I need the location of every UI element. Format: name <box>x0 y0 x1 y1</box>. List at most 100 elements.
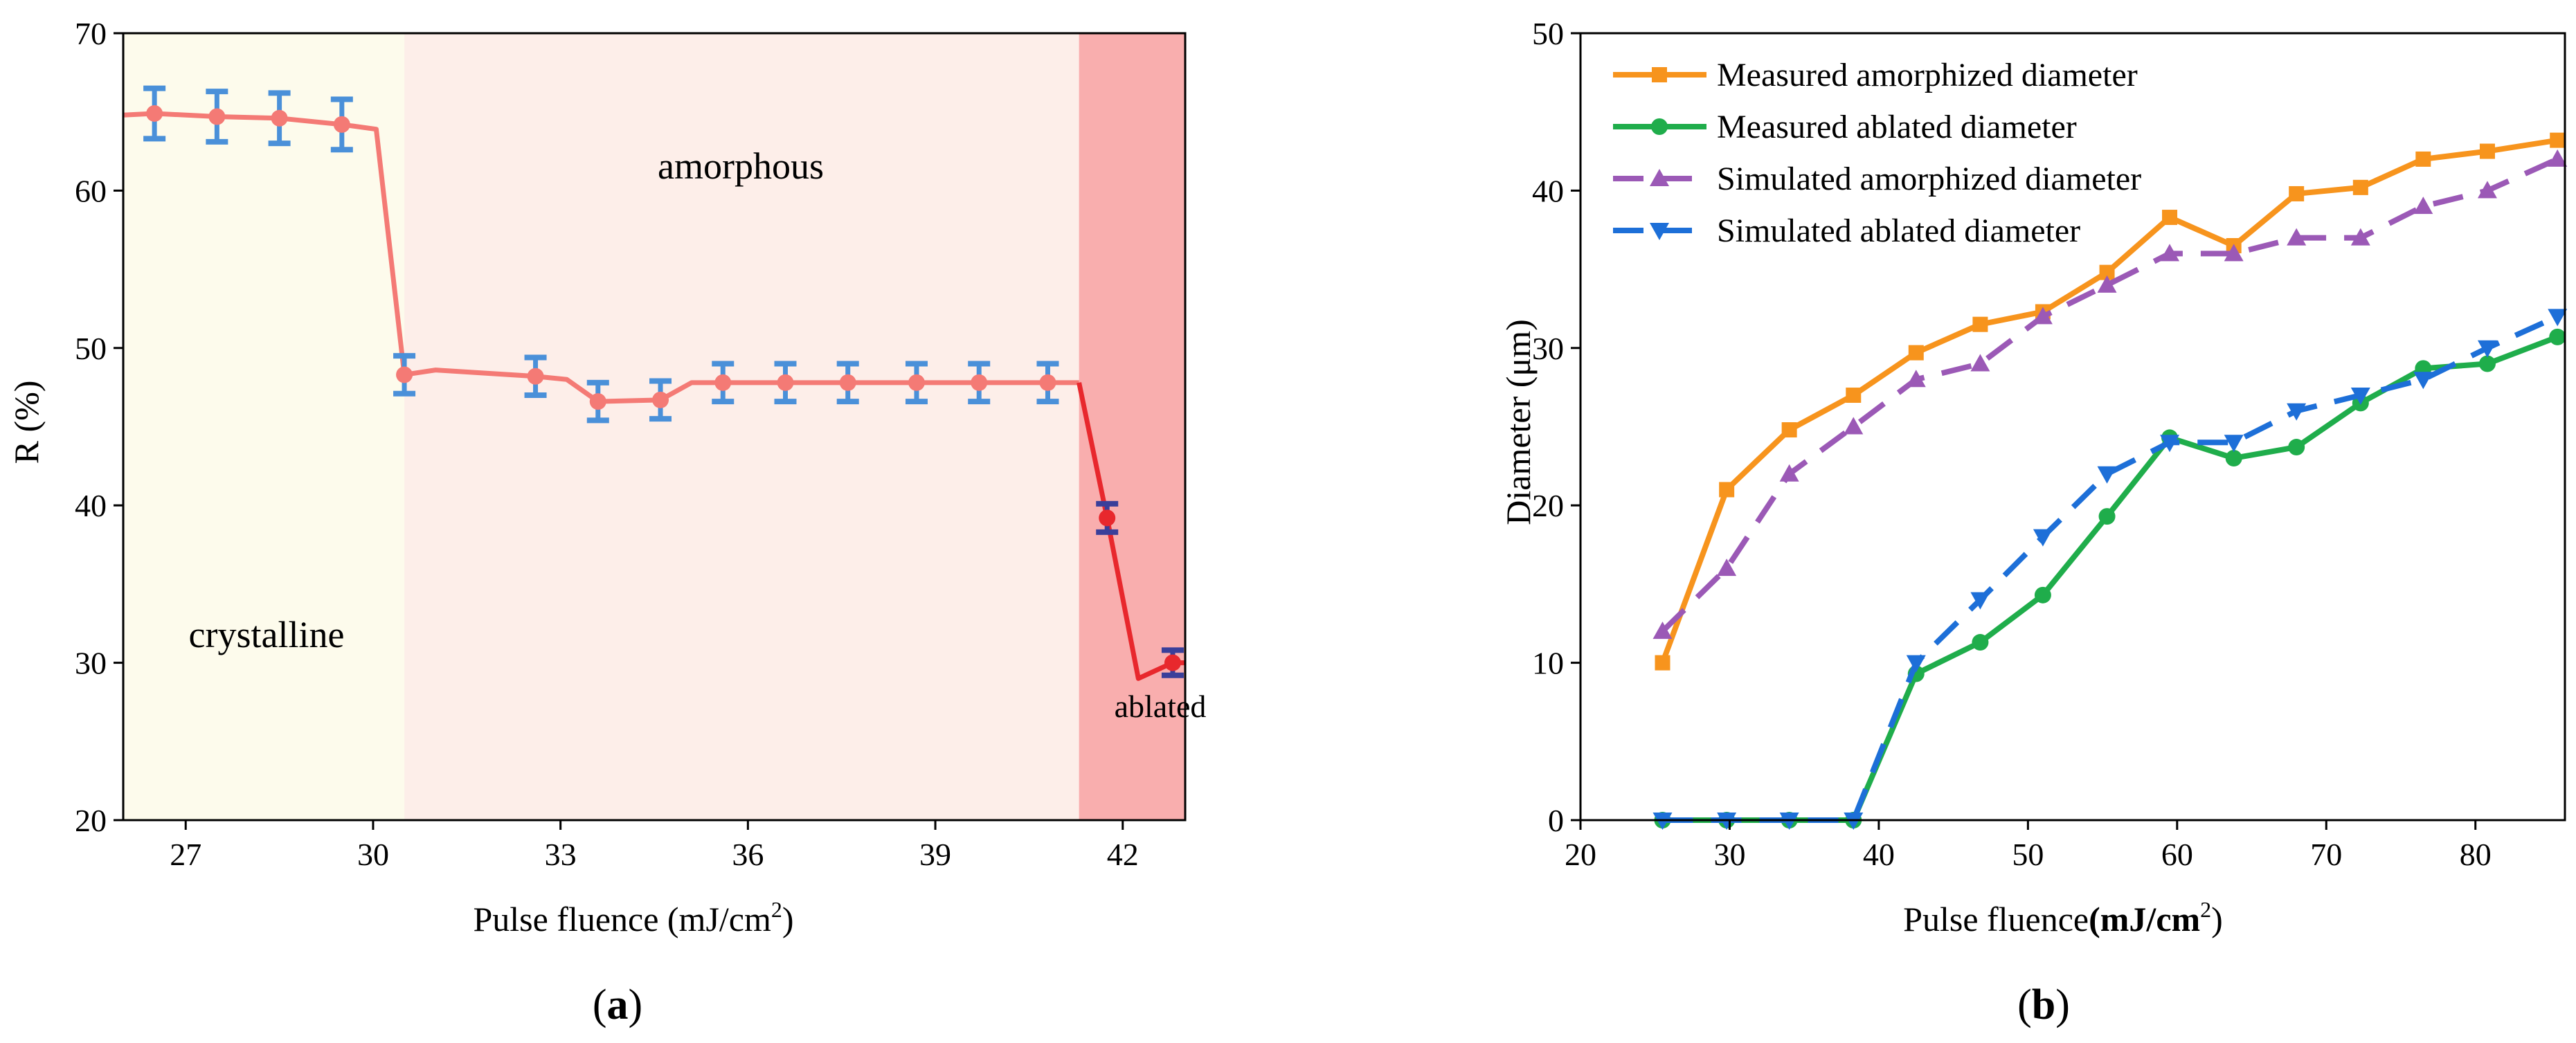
reflectance-points <box>143 85 1184 678</box>
region-label-0: crystalline <box>189 614 345 655</box>
marker-triangle-up <box>1844 417 1864 435</box>
marker-triangle-up <box>1652 622 1673 640</box>
data-point <box>143 85 166 142</box>
region-label-2: ablated <box>1115 689 1207 724</box>
marker-square <box>1655 655 1670 671</box>
data-point <box>268 90 291 147</box>
marker-square <box>1781 422 1797 438</box>
x-tick-label: 33 <box>545 837 577 872</box>
data-point <box>774 361 797 405</box>
marker-triangle-up <box>2413 197 2433 215</box>
legend-item: Measured ablated diameter <box>1613 109 2077 145</box>
region-label-1: amorphous <box>658 145 824 187</box>
x-tick-label: 39 <box>919 837 951 872</box>
point-marker <box>527 368 544 385</box>
y-tick-label: 60 <box>75 173 107 208</box>
x-tick-label: 36 <box>732 837 764 872</box>
x-tick-label: 60 <box>2161 837 2193 872</box>
marker-triangle-up <box>1779 464 1799 482</box>
y-tick-label: 40 <box>1532 173 1564 208</box>
point-marker <box>396 366 413 383</box>
data-point <box>586 379 609 424</box>
marker-triangle-up <box>2548 149 2568 167</box>
point-marker <box>777 374 794 391</box>
x-tick-label: 70 <box>2310 837 2342 872</box>
x-tick-label: 30 <box>357 837 389 872</box>
legend-item: Simulated amorphized diameter <box>1613 161 2141 197</box>
data-point <box>1161 647 1184 678</box>
y-tick-label: 70 <box>75 16 107 51</box>
marker-triangle-up <box>2160 244 2180 262</box>
x-tick-label: 20 <box>1565 837 1596 872</box>
x-axis-ticks: 20 30 40 50 60 70 80 <box>1565 820 2492 872</box>
series-1 <box>1654 328 2566 828</box>
series-3 <box>1652 309 2568 830</box>
marker-triangle-down <box>2033 529 2053 547</box>
y-axis-ticks: 20 30 40 50 60 70 <box>75 16 123 838</box>
data-point <box>206 89 228 145</box>
line-segment-amorphous <box>123 111 1079 404</box>
data-point <box>649 378 672 422</box>
y-tick-label: 30 <box>1532 331 1564 366</box>
legend-label: Simulated amorphized diameter <box>1717 161 2141 197</box>
marker-triangle-down <box>2548 309 2568 327</box>
x-tick-label: 30 <box>1713 837 1745 872</box>
data-point <box>524 354 547 399</box>
marker-triangle-down <box>2350 388 2370 406</box>
point-marker <box>146 105 163 122</box>
series-lines <box>1652 132 2568 830</box>
region-backgrounds <box>123 33 1185 820</box>
x-tick-label: 27 <box>170 837 201 872</box>
marker-triangle-down <box>2224 435 2244 453</box>
point-marker <box>714 374 732 391</box>
marker-triangle-down <box>1970 592 1990 610</box>
marker-triangle-down <box>2477 340 2497 358</box>
marker-circle <box>2098 508 2116 525</box>
marker-square <box>1719 482 1735 498</box>
x-tick-label: 42 <box>1107 837 1139 872</box>
chart-panel-a: 27 30 33 36 39 42 20 30 40 50 60 70 crystalline amo… <box>7 16 1206 1028</box>
marker-triangle-up <box>1650 169 1669 186</box>
marker-triangle-down <box>1650 223 1669 240</box>
chart-panel-b: 20 30 40 50 60 70 80 0 10 20 30 40 50 Measured amor… <box>1499 16 2568 1028</box>
marker-triangle-up <box>2287 228 2307 246</box>
legend-item: Simulated ablated diameter <box>1613 212 2080 249</box>
x-axis-label: Pulse fluence(mJ/cm2) <box>1903 897 2223 938</box>
marker-square <box>1846 388 1862 403</box>
panel-caption-a: (a) <box>593 981 642 1028</box>
point-marker <box>908 374 925 391</box>
marker-triangle-up <box>1717 559 1737 577</box>
region-labels: crystalline amorphous ablated <box>189 145 1207 724</box>
y-tick-label: 20 <box>75 803 107 838</box>
marker-triangle-up <box>1906 370 1926 388</box>
marker-square <box>2099 264 2115 280</box>
x-tick-label: 50 <box>2012 837 2044 872</box>
point-marker <box>1099 509 1116 527</box>
x-tick-label: 40 <box>1863 837 1895 872</box>
marker-triangle-down <box>2097 466 2117 484</box>
marker-triangle-down <box>2413 372 2433 390</box>
marker-circle <box>2549 328 2566 345</box>
region-1 <box>404 33 1079 820</box>
marker-square <box>2479 143 2495 159</box>
y-tick-label: 30 <box>75 646 107 681</box>
series-line <box>1662 314 2559 823</box>
marker-square <box>1652 67 1667 82</box>
plot-frame <box>1579 32 2566 822</box>
legend-item: Measured amorphized diameter <box>1613 57 2138 93</box>
series-line <box>1660 156 2559 633</box>
point-marker <box>271 109 288 127</box>
marker-triangle-up <box>2033 307 2053 325</box>
marker-circle <box>2034 586 2051 604</box>
data-point <box>1096 500 1119 535</box>
axes-box <box>1579 32 2566 822</box>
point-marker <box>1039 374 1056 391</box>
series-line <box>1662 334 2559 823</box>
point-marker <box>1164 654 1181 671</box>
marker-triangle-up <box>2477 181 2497 199</box>
y-tick-label: 0 <box>1548 803 1564 838</box>
marker-square <box>2352 179 2368 195</box>
series-2 <box>1652 149 2568 640</box>
marker-triangle-up <box>2224 244 2244 262</box>
series-0 <box>1655 132 2566 671</box>
